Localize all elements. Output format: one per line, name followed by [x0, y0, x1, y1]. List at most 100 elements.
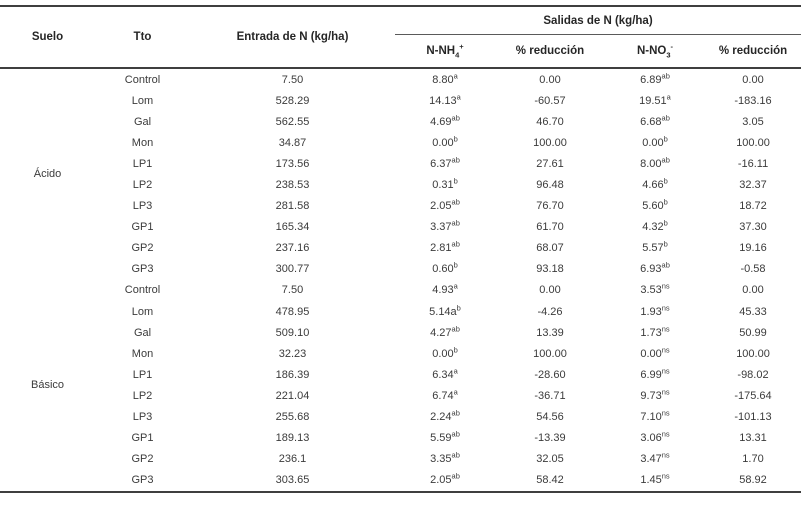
soil-group-label: Ácido [33, 168, 62, 181]
reduccion-no3-cell: -16.11 [737, 157, 769, 170]
no3-cell: 1.45ns [640, 471, 670, 487]
significance-superscript: ns [661, 471, 670, 481]
table-row: Lom 528.29 14.13a -60.57 19.51a -183.16 [0, 90, 801, 111]
table-row: LP3 255.68 2.24ab 54.56 7.10ns -101.13 [0, 407, 801, 428]
significance-superscript: b [453, 134, 458, 144]
reduccion-no3-cell: 50.99 [739, 326, 767, 339]
significance-superscript: ab [451, 239, 460, 249]
significance-superscript: ab [451, 324, 460, 334]
tto-cell: Lom [131, 94, 154, 107]
significance-superscript: ab [661, 70, 670, 80]
significance-superscript: b [663, 134, 668, 144]
reduccion-no3-cell: -0.58 [740, 263, 766, 276]
entrada-cell: 7.50 [281, 73, 304, 86]
reduccion-nh4-cell: 32.05 [536, 453, 564, 466]
reduccion-no3-cell: -175.64 [734, 389, 772, 402]
table-body: Ácido Control 7.50 8.80a 0.00 6.89ab 0.00 Lom 52… [0, 68, 801, 492]
significance-superscript: ab [451, 408, 460, 418]
reduccion-no3-cell: 1.70 [742, 453, 764, 466]
significance-superscript: b [663, 197, 668, 207]
reduccion-nh4-cell: 46.70 [536, 115, 564, 128]
table-row: Básico Control 7.50 4.93a 0.00 3.53ns 0.00 [0, 280, 801, 392]
no3-cell: 9.73ns [640, 387, 670, 402]
entrada-cell: 562.55 [275, 115, 310, 128]
tto-cell: LP3 [132, 200, 153, 213]
tto-cell: LP2 [132, 179, 153, 192]
significance-superscript: b [663, 239, 668, 249]
tto-cell: LP3 [132, 411, 153, 424]
nh4-cell: 0.00b [432, 345, 458, 360]
table-row: LP1 186.39 6.34a -28.60 6.99ns -98.02 [0, 364, 801, 385]
significance-superscript: ns [661, 324, 670, 334]
table-row: LP1 173.56 6.37ab 27.61 8.00ab -16.11 [0, 153, 801, 174]
significance-superscript: ns [661, 302, 670, 312]
reduccion-nh4-cell: 58.42 [536, 474, 564, 487]
table-row: Gal 509.10 4.27ab 13.39 1.73ns 50.99 [0, 322, 801, 343]
nh4-cell: 2.05ab [430, 471, 460, 487]
reduccion-nh4-cell: 0.00 [539, 284, 561, 297]
nh4-cell: 5.59ab [430, 429, 460, 445]
no3-cell: 0.00ns [640, 345, 670, 360]
nh4-cell: 5.14ab [429, 302, 461, 318]
nh4-cell: 0.31b [432, 176, 458, 192]
table-row: GP2 237.16 2.81ab 68.07 5.57b 19.16 [0, 238, 801, 259]
significance-superscript: ab [451, 429, 460, 439]
reduccion-nh4-cell: 54.56 [536, 411, 564, 424]
tto-cell: GP2 [131, 453, 154, 466]
no3-cell: 3.53ns [640, 281, 670, 297]
table-row: LP2 238.53 0.31b 96.48 4.66b 32.37 [0, 174, 801, 195]
table-row: GP3 303.65 2.05ab 58.42 1.45ns 58.92 [0, 470, 801, 492]
significance-superscript: ab [451, 450, 460, 460]
entrada-cell: 255.68 [275, 411, 310, 424]
table-row: Mon 32.23 0.00b 100.00 0.00ns 100.00 [0, 343, 801, 364]
significance-superscript: ns [661, 429, 670, 439]
nitrogen-table-wrapper: Suelo Tto Entrada de N (kg/ha) Salidas d… [0, 5, 801, 493]
reduccion-nh4-cell: 76.70 [536, 200, 564, 213]
tto-cell: GP1 [131, 432, 154, 445]
tto-cell: GP1 [131, 221, 154, 234]
reduccion-nh4-cell: 27.61 [536, 157, 564, 170]
no3-label-base: N-NO [636, 45, 667, 57]
tto-cell: GP2 [131, 242, 154, 255]
nh4-cell: 2.05ab [430, 197, 460, 213]
suelo-column-header: Suelo [0, 6, 95, 69]
reduccion-nh4-cell: 100.00 [533, 347, 567, 360]
reduccion-nh4-cell: -13.39 [534, 432, 566, 445]
nh4-column-header: N-NH4+ [395, 34, 495, 69]
no3-cell: 6.68ab [640, 113, 670, 128]
nh4-cell: 3.37ab [430, 218, 460, 234]
entrada-cell: 237.16 [275, 242, 310, 255]
significance-superscript: ab [661, 113, 670, 123]
entrada-cell: 189.13 [275, 432, 310, 445]
no3-cell: 6.99ns [640, 366, 670, 381]
no3-column-header: N-NO3- [605, 34, 705, 69]
reduccion-no3-cell: 3.05 [742, 115, 764, 128]
reduccion-no3-cell: 0.00 [742, 284, 764, 297]
nh4-cell: 4.27ab [430, 324, 460, 339]
no3-cell: 7.10ns [640, 408, 670, 424]
table-header: Suelo Tto Entrada de N (kg/ha) Salidas d… [0, 6, 801, 69]
tto-cell: LP1 [132, 368, 153, 381]
no3-cell: 3.06ns [640, 429, 670, 445]
table-row: GP3 300.77 0.60b 93.18 6.93ab -0.58 [0, 259, 801, 280]
tto-column-header: Tto [95, 6, 190, 69]
tto-cell: LP2 [132, 389, 153, 402]
salidas-group-header: Salidas de N (kg/ha) [395, 6, 801, 35]
table-row: GP1 189.13 5.59ab -13.39 3.06ns 13.31 [0, 428, 801, 449]
entrada-cell: 221.04 [275, 389, 310, 402]
entrada-cell: 300.77 [275, 263, 310, 276]
reduccion-no3-cell: 13.31 [739, 432, 767, 445]
nh4-cell: 6.37ab [430, 155, 460, 170]
table-row: GP2 236.1 3.35ab 32.05 3.47ns 1.70 [0, 449, 801, 470]
reduccion-no3-cell: -183.16 [734, 94, 772, 107]
no3-cell: 6.93ab [640, 260, 670, 276]
nh4-cell: 2.24ab [430, 408, 460, 424]
no3-cell: 0.00b [642, 134, 668, 149]
tto-cell: GP3 [131, 474, 154, 487]
table-row: Ácido Control 7.50 8.80a 0.00 6.89ab 0.00 [0, 68, 801, 181]
soil-group-label: Básico [30, 379, 65, 392]
nh4-cell: 14.13a [429, 91, 461, 107]
nh4-label-superscript: + [459, 42, 464, 52]
entrada-cell: 186.39 [275, 368, 310, 381]
nh4-cell: 4.93a [432, 281, 458, 297]
